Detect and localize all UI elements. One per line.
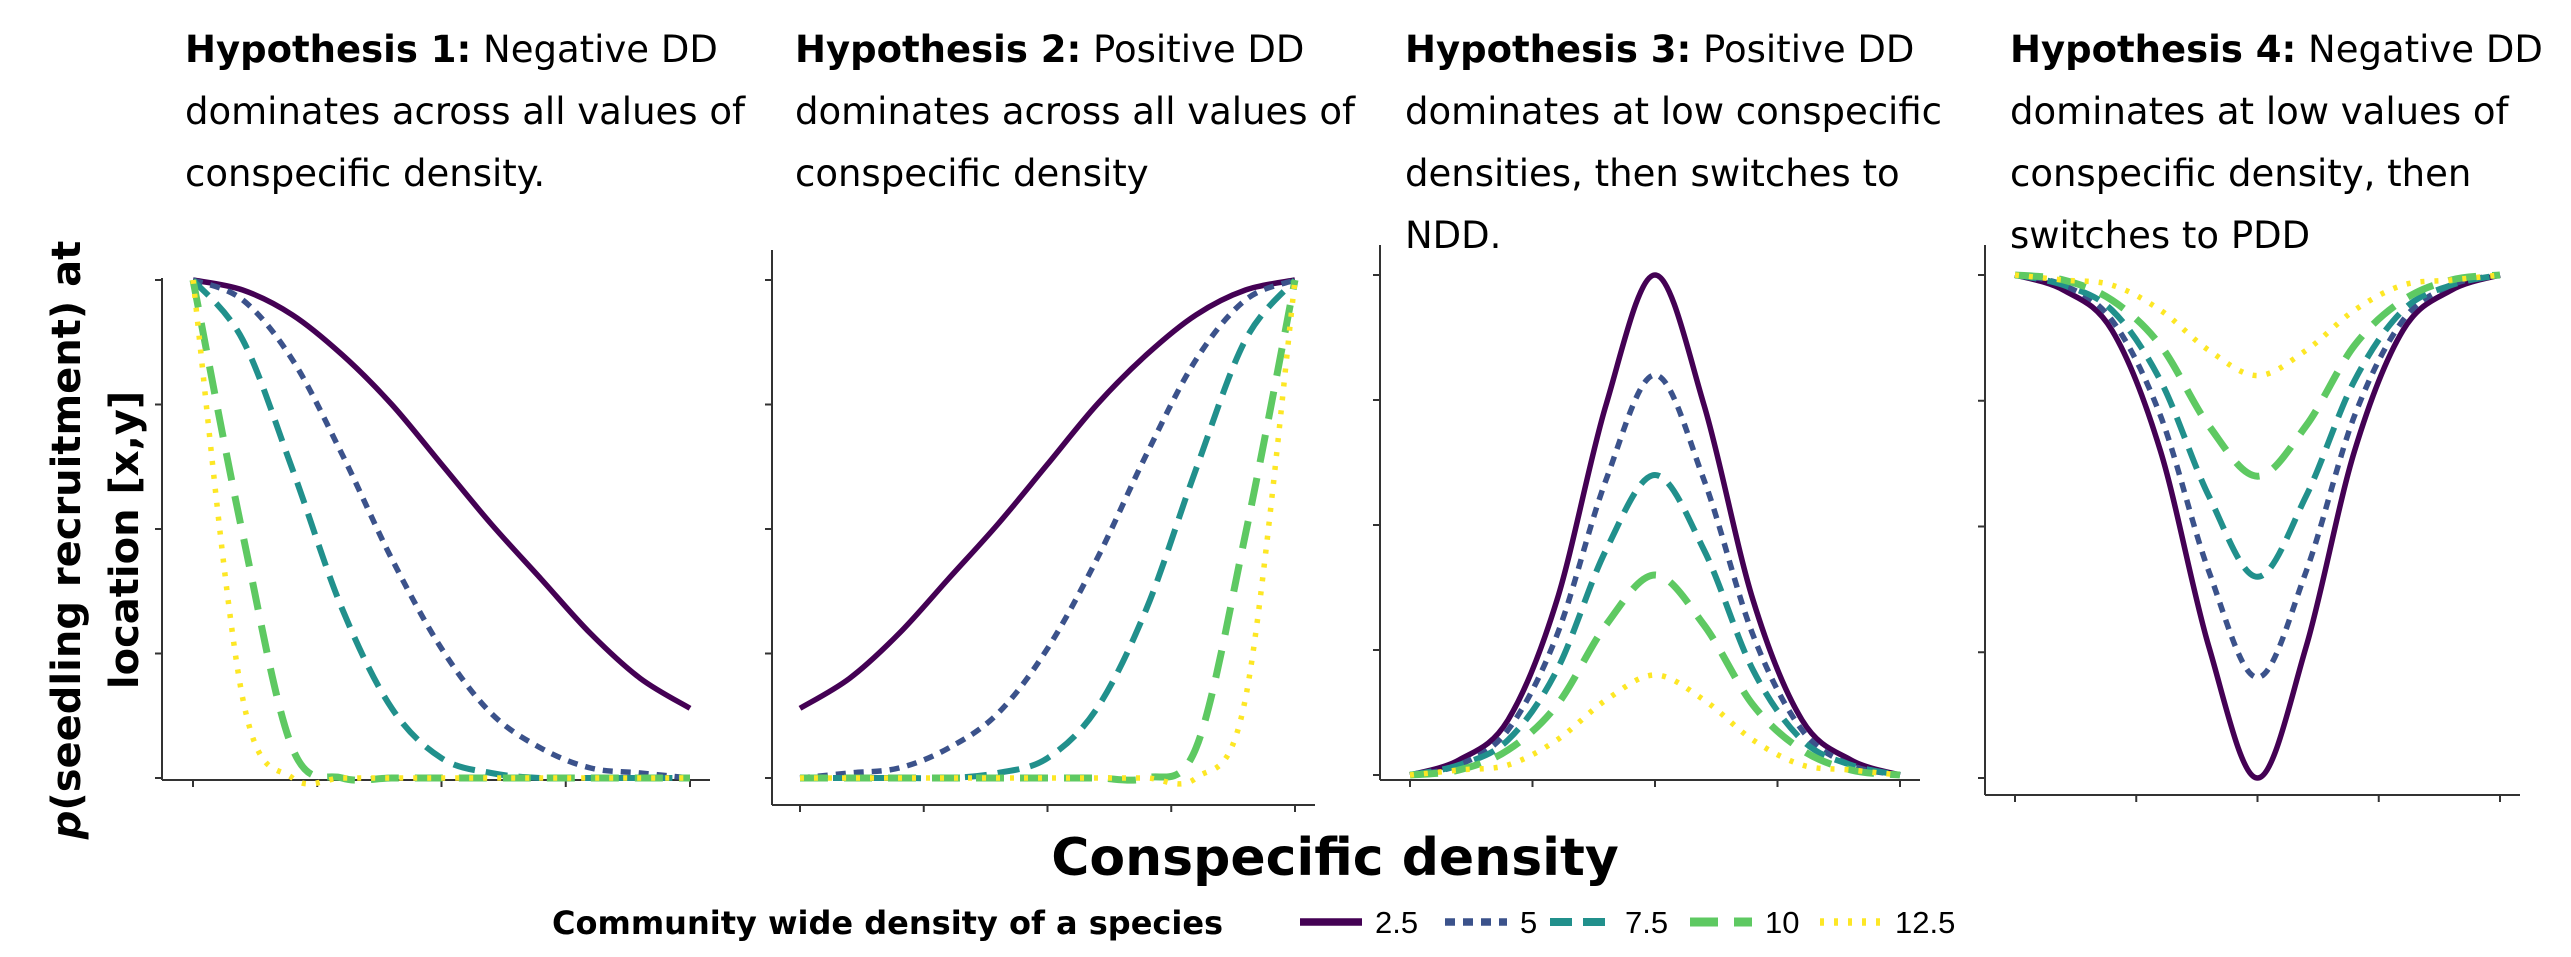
x-axis-label: Conspecific density [1051,828,1619,888]
y-axis-label-line2: location [x,y] [102,391,148,689]
series-line-10 [1409,571,1901,779]
legend-entry-7.5: 7.5 [1550,905,1668,940]
panel-title-line-1: Hypothesis 1: Negative DD [185,28,718,71]
panel-title-bold: Hypothesis 2: [795,28,1081,71]
panel-1: Hypothesis 1: Negative DD dominates acros… [155,28,746,787]
series-line-10 [800,279,1299,784]
panel-title-line-3: densities, then switches to [1405,152,1900,195]
legend-label: 7.5 [1625,905,1668,940]
panel-title-line-2: dominates across all values of [795,90,1356,133]
panel-title-bold: Hypothesis 1: [185,28,471,71]
legend-label: 10 [1765,905,1799,940]
panel-3: Hypothesis 3: Positive DD dominates at lo… [1373,28,1942,787]
legend-label: 5 [1520,905,1537,940]
panel-title-text: Negative DD [471,28,718,71]
panel-title-line-2: dominates at low conspecific [1405,90,1942,133]
series-line-7.5 [2014,272,2501,580]
panel-4: Hypothesis 4: Negative DD dominates at lo… [1978,28,2543,802]
series-line-5 [1409,372,1901,778]
svg-text:p(seedling recruitment) at: p(seedling recruitment) at [44,241,90,840]
panel-title-text: Positive DD [1081,28,1304,71]
series-line-12.5 [190,279,690,787]
legend-entry-12.5: 12.5 [1820,905,1955,940]
series-line-2.5 [192,277,692,711]
series-line-2.5 [2014,272,2501,781]
y-axis-label-italic: p [44,811,90,841]
legend-title: Community wide density of a species [552,904,1223,942]
panel-title-bold: Hypothesis 3: [1405,28,1691,71]
panel-title-line-3: conspecific density, then [2010,152,2471,195]
y-axis-label: p(seedling recruitment) at location [x,y… [44,241,148,840]
panel-title-line-3: conspecific density [795,152,1149,195]
legend: Community wide density of a species 2.5 5… [552,904,1955,942]
series-line-5 [191,277,691,781]
series-line-10 [2014,271,2501,480]
series-line-7.5 [190,278,690,782]
legend-entry-5: 5 [1445,905,1537,940]
series-line-5 [799,277,1297,781]
panel-title-line-2: dominates across all values of [185,90,746,133]
series-line-2.5 [798,277,1296,711]
panel-title-text: Positive DD [1691,28,1914,71]
panel-title-line-4: switches to PDD [2010,214,2310,257]
legend-label: 12.5 [1895,905,1955,940]
legend-label: 2.5 [1375,905,1418,940]
series-line-2.5 [1409,272,1901,778]
panel-title-bold: Hypothesis 4: [2010,28,2296,71]
legend-entry-10: 10 [1690,905,1799,940]
y-axis-label-line1: (seedling recruitment) at [44,241,90,811]
legend-entry-2.5: 2.5 [1300,905,1418,940]
series-line-7.5 [1409,471,1901,778]
series-line-5 [2014,272,2501,681]
panel-title-line-1: Hypothesis 3: Positive DD [1405,28,1914,71]
panel-title-line-1: Hypothesis 4: Negative DD [2010,28,2543,71]
series-line-12.5 [1409,672,1901,778]
panel-title-text: Negative DD [2296,28,2543,71]
series-line-7.5 [800,278,1298,782]
panel-title-line-4: NDD. [1405,214,1501,257]
series-line-10 [189,279,690,784]
series-line-12.5 [800,279,1298,787]
panel-2: Hypothesis 2: Positive DD dominates acros… [765,28,1356,812]
panel-title-line-1: Hypothesis 2: Positive DD [795,28,1304,71]
panel-title-line-3: conspecific density. [185,152,545,195]
panel-title-line-2: dominates at low values of [2010,90,2509,133]
